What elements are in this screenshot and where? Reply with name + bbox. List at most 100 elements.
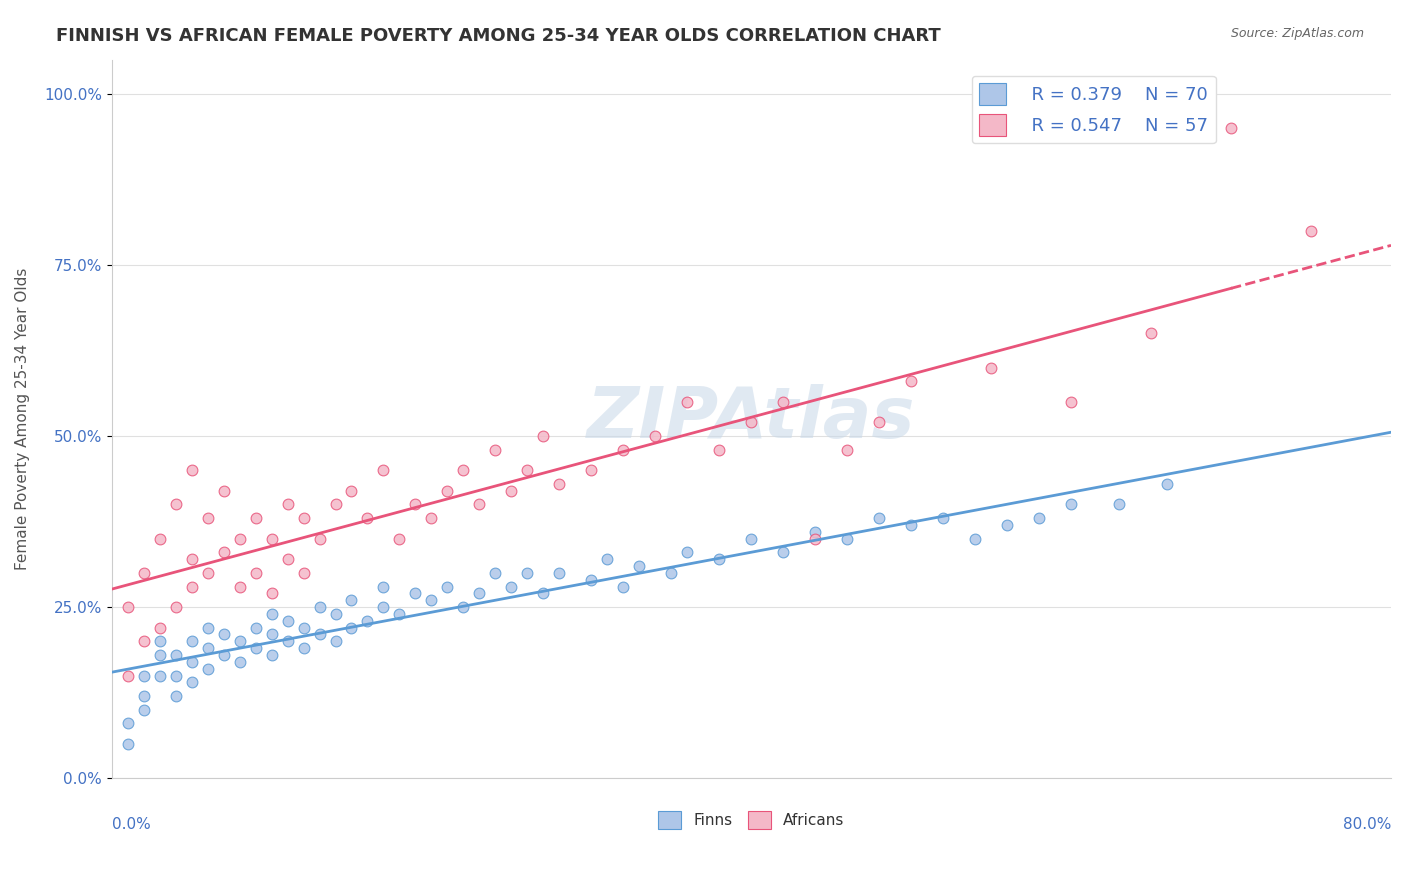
Point <box>995 518 1018 533</box>
Point <box>245 641 267 656</box>
Point <box>117 737 139 751</box>
Point <box>709 552 731 566</box>
Point <box>292 566 315 580</box>
Point <box>388 532 411 546</box>
Point <box>373 580 395 594</box>
Point <box>501 483 523 498</box>
Point <box>659 566 682 580</box>
Point <box>1220 121 1243 136</box>
Point <box>1299 224 1322 238</box>
Point <box>165 689 187 703</box>
Point <box>292 511 315 525</box>
Point <box>900 518 922 533</box>
Point <box>149 532 172 546</box>
Point <box>197 566 219 580</box>
Point <box>180 675 202 690</box>
Text: FINNISH VS AFRICAN FEMALE POVERTY AMONG 25-34 YEAR OLDS CORRELATION CHART: FINNISH VS AFRICAN FEMALE POVERTY AMONG … <box>56 27 941 45</box>
Point <box>228 532 250 546</box>
Point <box>197 511 219 525</box>
Point <box>277 552 299 566</box>
Point <box>709 442 731 457</box>
Point <box>837 442 859 457</box>
Point <box>612 580 634 594</box>
Point <box>373 600 395 615</box>
Point <box>980 360 1002 375</box>
Point <box>325 498 347 512</box>
Point <box>180 463 202 477</box>
Point <box>420 593 443 607</box>
Point <box>804 532 827 546</box>
Point <box>117 668 139 682</box>
Point <box>212 545 235 559</box>
Point <box>644 429 666 443</box>
Point <box>340 621 363 635</box>
Point <box>516 463 538 477</box>
Point <box>245 511 267 525</box>
Point <box>581 463 603 477</box>
Point <box>260 627 283 641</box>
Point <box>596 552 619 566</box>
Point <box>868 511 890 525</box>
Point <box>228 655 250 669</box>
Point <box>1108 498 1130 512</box>
Point <box>132 689 155 703</box>
Point <box>228 580 250 594</box>
Point <box>804 524 827 539</box>
Point <box>772 394 794 409</box>
Point <box>197 621 219 635</box>
Point <box>277 634 299 648</box>
Point <box>149 648 172 662</box>
Point <box>228 634 250 648</box>
Point <box>548 477 571 491</box>
Point <box>420 511 443 525</box>
Point <box>245 566 267 580</box>
Point <box>165 600 187 615</box>
Point <box>308 627 330 641</box>
Point <box>1060 394 1083 409</box>
Point <box>404 498 426 512</box>
Point <box>292 621 315 635</box>
Point <box>277 498 299 512</box>
Point <box>292 641 315 656</box>
Point <box>165 648 187 662</box>
Point <box>165 498 187 512</box>
Point <box>900 374 922 388</box>
Point <box>612 442 634 457</box>
Text: Source: ZipAtlas.com: Source: ZipAtlas.com <box>1230 27 1364 40</box>
Point <box>197 641 219 656</box>
Point <box>772 545 794 559</box>
Point <box>453 600 475 615</box>
Point <box>373 463 395 477</box>
Text: 80.0%: 80.0% <box>1343 816 1391 831</box>
Legend: Finns, Africans: Finns, Africans <box>652 805 851 835</box>
Point <box>548 566 571 580</box>
Point <box>1060 498 1083 512</box>
Point <box>468 498 491 512</box>
Point <box>277 614 299 628</box>
Point <box>676 545 699 559</box>
Point <box>837 532 859 546</box>
Point <box>340 593 363 607</box>
Y-axis label: Female Poverty Among 25-34 Year Olds: Female Poverty Among 25-34 Year Olds <box>15 268 30 570</box>
Point <box>676 394 699 409</box>
Point <box>581 573 603 587</box>
Point <box>212 648 235 662</box>
Point <box>453 463 475 477</box>
Point <box>117 600 139 615</box>
Point <box>628 559 651 574</box>
Point <box>260 607 283 621</box>
Point <box>531 429 554 443</box>
Point <box>1140 326 1163 341</box>
Point <box>180 634 202 648</box>
Point <box>325 607 347 621</box>
Point <box>132 703 155 717</box>
Point <box>868 415 890 429</box>
Point <box>356 511 378 525</box>
Text: 0.0%: 0.0% <box>111 816 150 831</box>
Point <box>516 566 538 580</box>
Point <box>740 415 762 429</box>
Point <box>260 532 283 546</box>
Point <box>260 648 283 662</box>
Point <box>149 621 172 635</box>
Point <box>180 655 202 669</box>
